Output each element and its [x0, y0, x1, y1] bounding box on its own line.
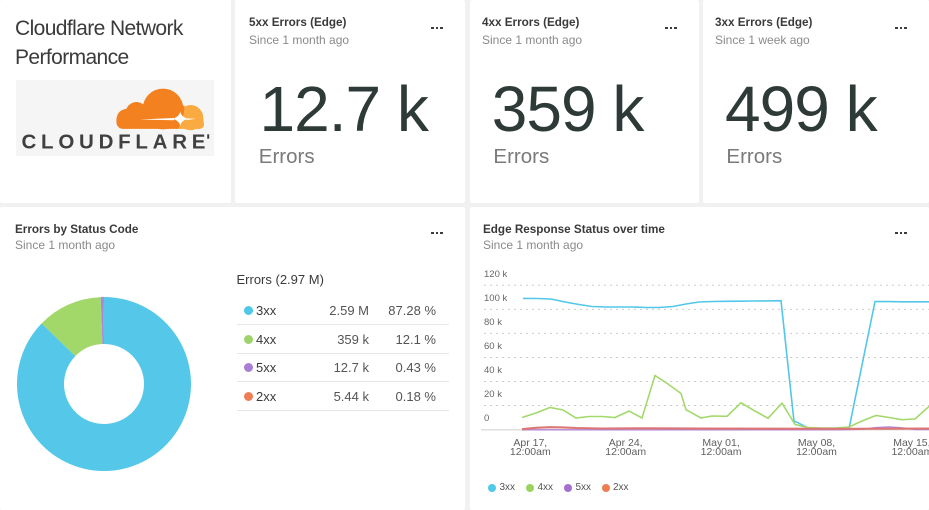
- svg-text:CLOUDFLARE: CLOUDFLARE: [22, 130, 211, 153]
